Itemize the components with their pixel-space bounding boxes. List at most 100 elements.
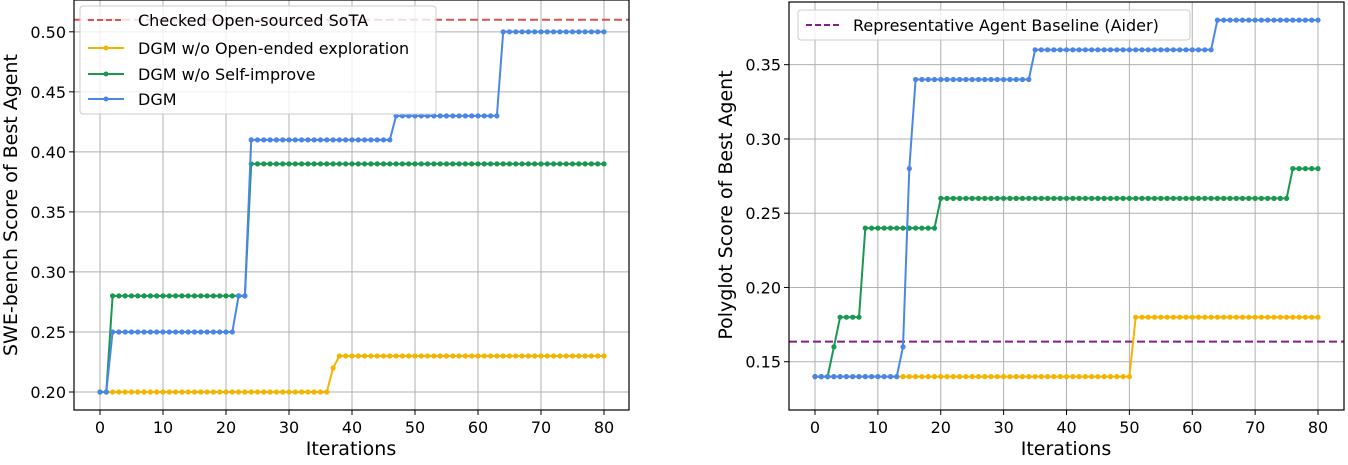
data-point-marker — [116, 329, 122, 335]
legend-label-dgm: DGM — [138, 90, 177, 109]
data-point-marker — [399, 161, 405, 167]
data-point-marker — [544, 161, 550, 167]
right-y-axis-label: Polyglot Score of Best Agent — [715, 70, 737, 339]
data-point-marker — [944, 374, 950, 380]
data-point-marker — [450, 113, 456, 119]
data-point-marker — [1296, 166, 1302, 172]
data-point-marker — [525, 353, 532, 359]
data-point-marker — [418, 113, 424, 119]
data-point-marker — [557, 29, 563, 35]
data-point-marker — [862, 225, 868, 231]
data-point-marker — [1145, 47, 1151, 53]
data-point-marker — [569, 29, 576, 35]
x-tick-label: 30 — [993, 418, 1013, 437]
x-tick-label: 20 — [931, 418, 951, 437]
data-point-marker — [582, 29, 588, 35]
x-tick-label: 0 — [810, 418, 820, 437]
data-point-marker — [1252, 314, 1258, 320]
data-point-marker — [1107, 195, 1114, 201]
data-point-marker — [1296, 314, 1302, 320]
data-point-marker — [286, 161, 292, 167]
data-point-marker — [393, 113, 399, 119]
data-point-marker — [1095, 195, 1101, 201]
data-point-marker — [1208, 314, 1214, 320]
data-point-marker — [1189, 47, 1195, 53]
data-point-marker — [210, 389, 216, 395]
data-point-marker — [881, 374, 887, 380]
data-point-marker — [122, 329, 128, 335]
data-point-marker — [179, 389, 185, 395]
data-point-marker — [1026, 374, 1032, 380]
data-point-marker — [950, 195, 956, 201]
data-point-marker — [506, 29, 513, 35]
data-point-marker — [1076, 47, 1082, 53]
data-point-marker — [154, 389, 160, 395]
left-legend-box — [79, 5, 437, 115]
data-point-marker — [406, 161, 412, 167]
data-point-marker — [1302, 17, 1308, 23]
data-point-marker — [1309, 166, 1315, 172]
data-point-marker — [173, 329, 179, 335]
legend-marker-no-self-improve-icon — [103, 71, 109, 77]
data-point-marker — [500, 161, 506, 167]
data-point-marker — [191, 389, 198, 395]
data-point-marker — [1038, 374, 1044, 380]
data-point-marker — [425, 353, 431, 359]
data-point-marker — [412, 353, 418, 359]
data-point-marker — [242, 293, 248, 299]
data-point-marker — [286, 389, 292, 395]
data-point-marker — [362, 161, 368, 167]
data-point-marker — [988, 76, 994, 83]
data-point-marker — [595, 29, 601, 35]
data-point-marker — [317, 389, 324, 395]
data-point-marker — [950, 76, 956, 83]
data-point-marker — [519, 161, 525, 167]
data-point-marker — [343, 353, 349, 359]
data-point-marker — [248, 137, 254, 143]
data-point-marker — [925, 225, 931, 231]
data-point-marker — [551, 29, 557, 35]
data-point-marker — [557, 353, 563, 359]
data-point-marker — [160, 293, 166, 299]
data-point-marker — [519, 29, 525, 35]
data-point-marker — [900, 374, 906, 380]
legend-marker-dgm-icon — [103, 96, 109, 102]
data-point-marker — [210, 329, 216, 335]
data-point-marker — [443, 113, 450, 119]
data-point-marker — [1239, 195, 1246, 201]
data-point-marker — [1252, 17, 1258, 23]
data-point-marker — [343, 137, 349, 143]
data-point-marker — [1107, 47, 1114, 53]
data-point-marker — [513, 29, 519, 35]
data-point-marker — [1007, 374, 1013, 380]
data-point-marker — [223, 389, 229, 395]
series-dgm-w-o-self-improve — [812, 166, 1321, 380]
data-point-marker — [1063, 195, 1070, 201]
data-point-marker — [1183, 47, 1189, 53]
right-x-axis-label: Iterations — [1021, 438, 1112, 460]
data-point-marker — [988, 195, 994, 201]
data-point-marker — [963, 76, 969, 83]
data-point-marker — [1271, 314, 1277, 320]
data-point-marker — [223, 329, 229, 335]
data-point-marker — [931, 225, 938, 231]
data-point-marker — [887, 225, 894, 231]
data-point-marker — [1126, 374, 1132, 380]
data-point-marker — [166, 293, 172, 299]
data-point-marker — [1246, 314, 1252, 320]
data-point-marker — [919, 225, 925, 231]
data-point-marker — [179, 293, 185, 299]
data-point-marker — [576, 29, 582, 35]
data-point-marker — [481, 353, 487, 359]
data-point-marker — [569, 161, 576, 167]
data-point-marker — [481, 113, 487, 119]
data-point-marker — [217, 293, 223, 299]
data-point-marker — [513, 353, 519, 359]
data-point-marker — [305, 137, 311, 143]
data-point-marker — [1013, 195, 1019, 201]
data-point-marker — [488, 353, 494, 359]
data-point-marker — [1126, 195, 1132, 201]
data-point-marker — [425, 161, 431, 167]
data-point-marker — [582, 353, 588, 359]
right-ticks: 0 10 20 30 40 50 60 70 80 0.15 0.20 0.25 0.30 0.35 — [745, 56, 1328, 437]
